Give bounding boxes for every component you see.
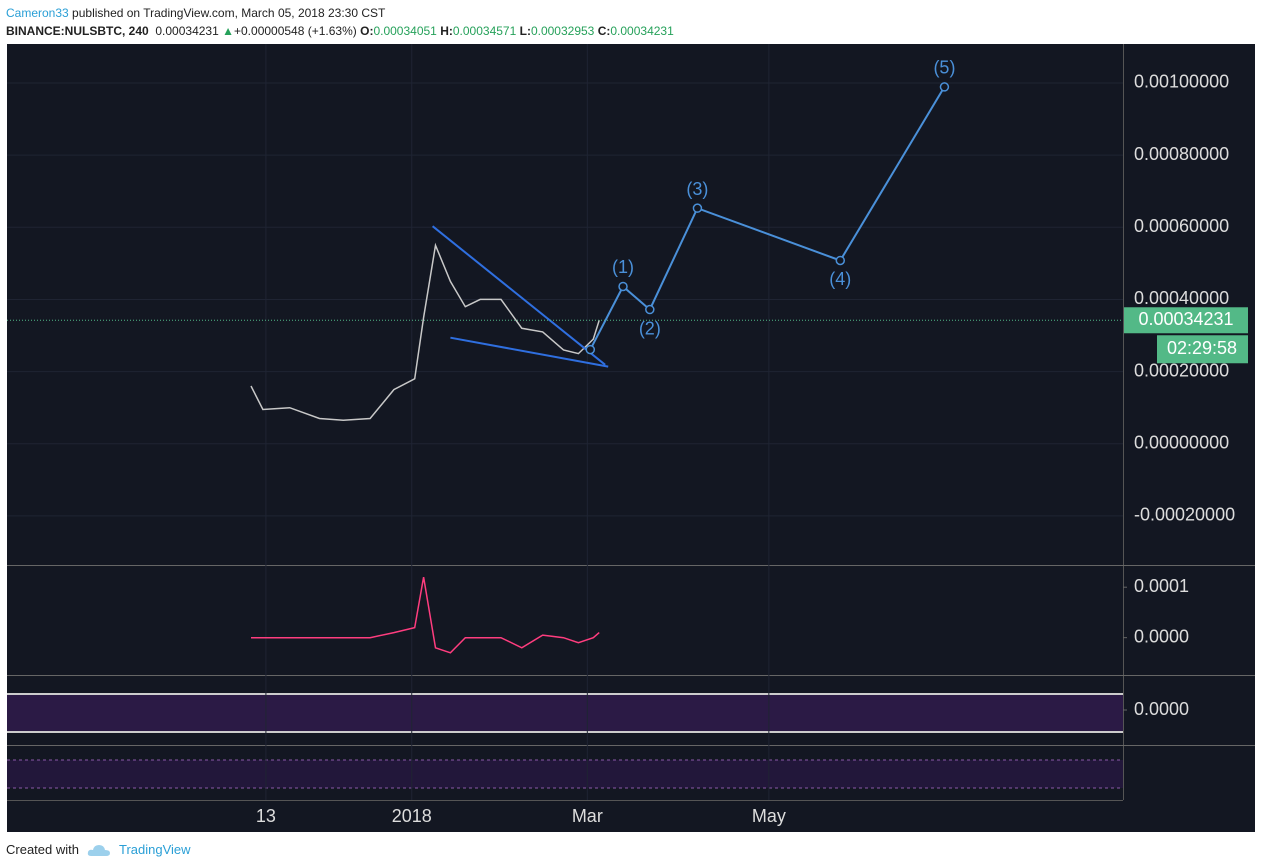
x-tick-label: 13	[256, 806, 276, 826]
y-tick-label: 0.0001	[1134, 576, 1189, 596]
ohlc-label: H:	[440, 24, 453, 38]
countdown-label: 02:29:58	[1167, 338, 1237, 358]
ohlc-value: 0.00034231	[610, 24, 674, 38]
created: Created with	[6, 842, 79, 857]
wave-point	[835, 255, 846, 266]
ohlc-value: 0.00034571	[452, 24, 517, 38]
last-price-label: 0.00034231	[1138, 309, 1233, 329]
y-tick-label: -0.00020000	[1134, 505, 1235, 525]
x-tick-label: May	[752, 806, 786, 826]
ohlc: O:0.00034051 H:0.00034571 L:0.00032953 C…	[360, 24, 674, 38]
ticker-line: BINANCE:NULSBTC, 240 0.00034231 ▲+0.0000…	[6, 24, 674, 38]
rsi-band	[7, 760, 1123, 788]
wave-point	[585, 344, 596, 355]
wave-point	[618, 281, 628, 292]
wave-label: (2)	[639, 318, 661, 338]
wave-label: (4)	[829, 269, 851, 289]
publish-line: Cameron33 published on TradingView.com, …	[6, 4, 674, 22]
last-price-box	[1124, 307, 1248, 334]
price-line	[250, 242, 600, 422]
y-tick-label: 0.00060000	[1134, 216, 1229, 236]
ohlc-label: O:	[360, 24, 374, 38]
wave-label: (3)	[686, 179, 708, 199]
wave-point	[939, 82, 950, 92]
author[interactable]: Cameron33	[6, 6, 69, 20]
symbol: BINANCE:NULSBTC, 240	[6, 24, 149, 38]
trend-line	[431, 225, 606, 366]
footer: Created with TradingView	[6, 842, 191, 857]
countdown-box	[1157, 335, 1248, 364]
brand[interactable]: TradingView	[118, 842, 191, 857]
y-tick-label: 0.0000	[1134, 626, 1189, 646]
wave-label: (5)	[933, 58, 955, 78]
y-tick-label: 0.00020000	[1134, 360, 1229, 380]
change: +0.00000548 (+1.63%)	[234, 24, 357, 38]
x-tick-label: Mar	[572, 806, 603, 826]
trend-line	[450, 336, 609, 368]
y-tick-label: 0.00040000	[1134, 288, 1229, 308]
published: published on TradingView.com, March 05, …	[72, 6, 386, 20]
ohlc-label: L:	[519, 24, 531, 38]
y-tick-label: 0.0000	[1134, 699, 1189, 719]
price-line	[251, 576, 600, 654]
y-tick-label: 0.00100000	[1134, 72, 1229, 92]
ohlc-label: C:	[597, 24, 611, 38]
y-tick-label: 0.00000000	[1134, 433, 1229, 453]
wave-line	[589, 86, 946, 351]
logo	[87, 844, 110, 856]
wave-point	[692, 203, 703, 213]
y-tick-label: 0.00080000	[1134, 144, 1229, 164]
wave-point	[645, 304, 655, 315]
wave-label: (1)	[612, 257, 634, 277]
header: Cameron33 published on TradingView.com, …	[6, 4, 674, 40]
x-tick-label: 2018	[392, 806, 432, 826]
oscillator-band	[7, 694, 1123, 732]
price: 0.00034231	[155, 24, 219, 38]
ohlc-value: 0.00032953	[530, 24, 595, 38]
ohlc-value: 0.00034051	[373, 24, 437, 38]
